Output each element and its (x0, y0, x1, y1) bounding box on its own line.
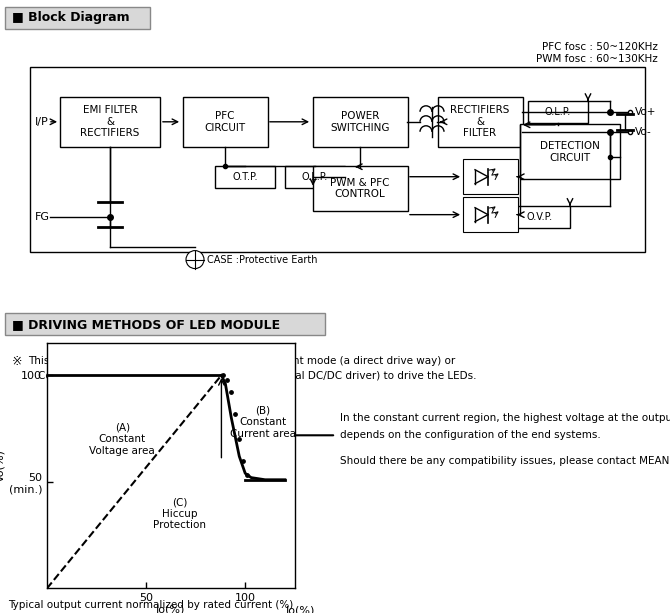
Point (226, 387, 237, 397)
Text: O.L.P.: O.L.P. (545, 107, 571, 117)
Bar (182, 97, 267, 147)
Bar (462, 197, 517, 232)
Bar (520, 124, 620, 179)
Text: Vo-: Vo- (635, 127, 652, 137)
Text: PFC fosc : 50~120KHz: PFC fosc : 50~120KHz (542, 42, 658, 52)
Text: ※: ※ (12, 355, 23, 368)
Point (238, 455, 249, 465)
Bar (5, 7, 150, 29)
Point (242, 471, 253, 481)
Text: DETECTION
CIRCUIT: DETECTION CIRCUIT (540, 141, 600, 162)
Text: This series is able to work in either Constant Current mode (a direct drive way): This series is able to work in either Co… (28, 356, 455, 367)
Text: CASE :Protective Earth: CASE :Protective Earth (207, 254, 318, 265)
Bar (60, 97, 160, 147)
Bar (285, 166, 345, 188)
Bar (510, 206, 570, 227)
Text: (C)
Hiccup
Protection: (C) Hiccup Protection (153, 497, 206, 530)
Text: PWM & PFC
CONTROL: PWM & PFC CONTROL (330, 178, 390, 199)
Text: PFC
CIRCUIT: PFC CIRCUIT (204, 111, 246, 132)
Bar (312, 166, 407, 211)
Circle shape (186, 251, 204, 268)
Bar (438, 97, 523, 147)
Bar (215, 166, 275, 188)
Text: Vo+: Vo+ (635, 107, 657, 117)
Text: ■ DRIVING METHODS OF LED MODULE: ■ DRIVING METHODS OF LED MODULE (12, 318, 280, 331)
Text: (B)
Constant
Current area: (B) Constant Current area (230, 406, 296, 439)
Bar (30, 67, 645, 251)
Bar (312, 97, 407, 147)
Text: Should there be any compatibility issues, please contact MEAN WELL.: Should there be any compatibility issues… (340, 456, 670, 466)
Point (234, 435, 245, 444)
Text: I/P: I/P (35, 117, 49, 127)
Text: In the constant current region, the highest voltage at the output of the driver: In the constant current region, the high… (340, 413, 670, 424)
Point (218, 370, 228, 380)
Text: O.L.P.: O.L.P. (302, 172, 328, 181)
Bar (462, 159, 517, 194)
Text: RECTIFIERS
&
FILTER: RECTIFIERS & FILTER (450, 105, 510, 139)
Text: POWER
SWITCHING: POWER SWITCHING (330, 111, 390, 132)
Text: Io(%): Io(%) (286, 606, 316, 613)
Point (222, 375, 232, 384)
Text: Typical output current normalized by rated current (%): Typical output current normalized by rat… (8, 600, 293, 610)
Text: Constant Voltage mode (usually through additional DC/DC driver) to drive the LED: Constant Voltage mode (usually through a… (38, 371, 476, 381)
Text: FG: FG (35, 211, 50, 222)
Bar (5, 313, 325, 335)
Text: (A)
Constant
Voltage area: (A) Constant Voltage area (89, 422, 155, 456)
Text: ■ Block Diagram: ■ Block Diagram (12, 12, 129, 25)
X-axis label: Io(%): Io(%) (156, 605, 186, 613)
Text: O.V.P.: O.V.P. (527, 211, 553, 222)
Text: PWM fosc : 60~130KHz: PWM fosc : 60~130KHz (536, 54, 658, 64)
Bar (528, 101, 588, 123)
Point (230, 409, 241, 419)
Text: depends on the configuration of the end systems.: depends on the configuration of the end … (340, 430, 601, 440)
Y-axis label: Vo(%): Vo(%) (0, 449, 6, 482)
Text: EMI FILTER
&
RECTIFIERS: EMI FILTER & RECTIFIERS (80, 105, 139, 139)
Text: O.T.P.: O.T.P. (232, 172, 258, 181)
